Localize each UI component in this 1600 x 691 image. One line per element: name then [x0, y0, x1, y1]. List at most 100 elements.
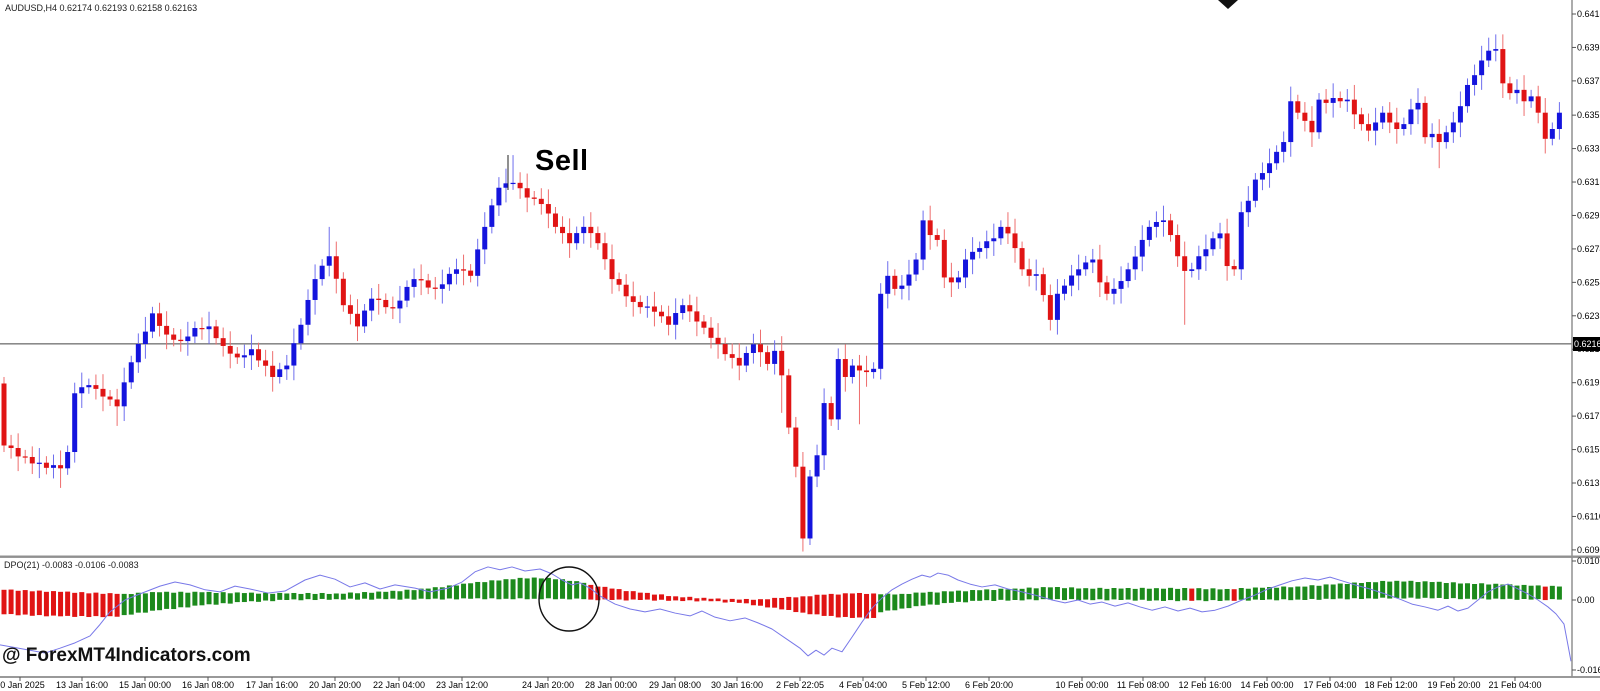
dpo-histogram-bar	[1083, 588, 1089, 600]
bear-candle	[1323, 99, 1329, 103]
dpo-histogram-bar	[1366, 582, 1372, 599]
bull-candle	[319, 265, 325, 280]
bull-candle	[680, 305, 686, 314]
bear-candle	[1542, 112, 1548, 139]
bear-candle	[1366, 124, 1372, 131]
dpo-histogram-bar	[1189, 588, 1195, 601]
bull-candle	[135, 344, 141, 363]
dpo-histogram-bar	[807, 596, 813, 615]
dpo-histogram-bar	[1514, 585, 1520, 600]
bull-candle	[277, 369, 283, 377]
bear-candle	[1521, 89, 1527, 102]
bear-candle	[390, 307, 396, 309]
dpo-histogram-bar	[835, 594, 841, 618]
bull-candle	[963, 259, 969, 278]
bull-candle	[192, 328, 198, 337]
dpo-histogram-bar	[701, 597, 707, 601]
dpo-histogram-bar	[72, 592, 78, 617]
bear-candle	[1097, 259, 1103, 283]
dpo-histogram-bar	[885, 593, 891, 611]
bear-candle	[757, 344, 763, 353]
bear-candle	[1231, 266, 1237, 270]
bull-candle	[1132, 256, 1138, 270]
dpo-histogram-bar	[1330, 584, 1336, 600]
dpo-histogram-bar	[397, 591, 403, 600]
dpo-histogram-bar	[729, 598, 735, 602]
dpo-histogram-bar	[1323, 584, 1329, 599]
dpo-histogram-bar	[948, 591, 954, 603]
bull-candle	[878, 293, 884, 369]
dpo-histogram-bar	[1118, 588, 1124, 600]
dpo-histogram-bar	[1238, 588, 1244, 600]
dpo-histogram-bar	[418, 588, 424, 599]
bull-candle	[397, 300, 403, 309]
dpo-histogram-bar	[1069, 587, 1075, 600]
price-axis-label: 0.63980	[1577, 42, 1600, 52]
bear-candle	[786, 375, 792, 428]
time-axis-label: 2 Feb 22:05	[776, 680, 824, 690]
bull-candle	[503, 183, 509, 188]
bear-candle	[100, 388, 106, 397]
bull-candle	[1274, 151, 1280, 164]
dpo-histogram-bar	[369, 592, 375, 600]
arrow-down-icon[interactable]	[1218, 0, 1238, 9]
dpo-histogram-bar	[1062, 588, 1067, 601]
dpo-histogram-bar	[955, 590, 961, 602]
bear-candle	[383, 299, 389, 308]
bull-candle	[369, 298, 375, 311]
bear-candle	[418, 279, 424, 281]
dpo-histogram-bar	[1549, 585, 1555, 600]
indicator-label: DPO(21) -0.0083 -0.0106 -0.0083	[4, 560, 139, 570]
bull-candle	[673, 313, 679, 325]
dpo-histogram-bar	[623, 591, 629, 601]
bull-candle	[644, 306, 650, 308]
bull-candle	[1472, 75, 1478, 85]
dpo-histogram-bar	[1302, 586, 1308, 600]
price-axis-label: 0.60900	[1577, 545, 1600, 555]
bear-candle	[199, 328, 205, 330]
bull-candle	[1189, 269, 1195, 271]
dpo-histogram-bar	[651, 594, 657, 601]
price-axis-label: 0.61105	[1577, 511, 1600, 521]
bull-candle	[1479, 60, 1485, 76]
bear-candle	[659, 311, 665, 317]
bear-candle	[687, 305, 693, 312]
dpo-histogram-bar	[1168, 587, 1174, 601]
dpo-histogram-bar	[248, 592, 254, 602]
bear-candle	[1387, 112, 1393, 123]
dpo-histogram-bar	[107, 593, 113, 617]
dpo-histogram-bar	[878, 594, 884, 613]
bear-candle	[425, 280, 431, 288]
indicator-axis-label: 0.0101	[1577, 556, 1600, 566]
dpo-histogram-bar	[1295, 586, 1301, 600]
dpo-histogram-bar	[913, 592, 919, 607]
dpo-histogram-bar	[1182, 588, 1188, 601]
dpo-histogram-bar	[630, 591, 636, 600]
bear-candle	[517, 182, 523, 189]
time-axis-label: 4 Feb 04:00	[839, 680, 887, 690]
bull-candle	[1210, 238, 1216, 250]
dpo-histogram-bar	[842, 593, 848, 617]
bull-candle	[489, 205, 495, 227]
bear-candle	[864, 370, 870, 373]
dpo-histogram-bar	[1408, 580, 1414, 598]
dpo-histogram-bar	[659, 594, 665, 600]
dpo-histogram-bar	[178, 591, 184, 608]
dpo-histogram-bar	[164, 591, 170, 609]
dpo-histogram-bar	[743, 598, 749, 604]
sell-annotation[interactable]: Sell	[535, 145, 589, 177]
bear-candle	[1019, 248, 1025, 270]
price-axis-label: 0.62950	[1577, 210, 1600, 220]
circle-annotation[interactable]	[538, 566, 600, 632]
dpo-histogram-bar	[453, 585, 459, 600]
bull-candle	[72, 393, 78, 453]
dpo-histogram-bar	[192, 591, 198, 606]
dpo-histogram-bar	[326, 593, 332, 600]
price-axis-label: 0.61515	[1577, 445, 1600, 455]
dpo-histogram-bar	[1288, 587, 1294, 601]
dpo-histogram-bar	[1019, 588, 1025, 601]
bear-candle	[1224, 233, 1230, 267]
bear-candle	[892, 275, 898, 289]
dpo-histogram-bar	[1153, 588, 1159, 601]
